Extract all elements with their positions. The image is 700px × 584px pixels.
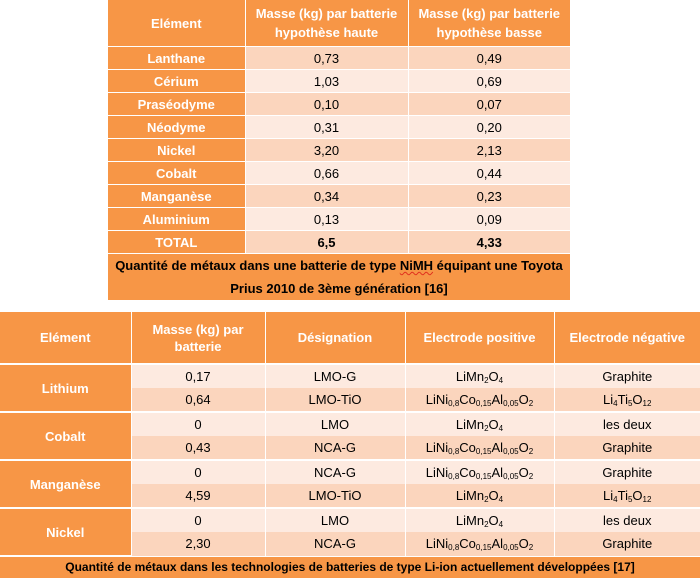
positive-electrode-cell: LiMn2O4 [405, 507, 555, 532]
designation-cell: NCA-G [265, 459, 406, 484]
mass-low-cell: 0,69 [408, 69, 570, 93]
mass-high-cell: 0,34 [245, 184, 409, 208]
mass-high-cell: 0,10 [245, 92, 409, 116]
mass-low-cell: 0,07 [408, 92, 570, 116]
table-header-row: Elément Masse (kg) par batterie Désignat… [0, 312, 700, 365]
caption-nimh-spellcheck: NiMH [399, 258, 434, 273]
mass-high-cell: 6,5 [245, 230, 409, 254]
element-label: Cobalt [0, 412, 132, 461]
element-label: Lanthane [108, 46, 246, 70]
table-row: 4,59 LMO-TiO LiMn2O4 Li4Ti5O12 [0, 484, 700, 508]
mass-high-cell: 0,13 [245, 207, 409, 231]
positive-electrode-cell: LiMn2O4 [405, 411, 555, 436]
mass-cell: 0,64 [131, 388, 266, 412]
mass-low-cell: 0,44 [408, 161, 570, 185]
table-row: Aluminium 0,13 0,09 [108, 207, 570, 231]
table-row: Nickel 3,20 2,13 [108, 138, 570, 162]
element-label: Praséodyme [108, 92, 246, 116]
positive-electrode-cell: LiNi0,8Co0,15Al0,05O2 [405, 459, 555, 484]
table-row: 0,43 NCA-G LiNi0,8Co0,15Al0,05O2 Graphite [0, 436, 700, 460]
designation-cell: LMO [265, 507, 406, 532]
table-row: Manganèse 0,34 0,23 [108, 184, 570, 208]
mass-cell: 0,17 [131, 363, 266, 388]
table-row: Lithium 0,17 LMO-G LiMn2O4 Graphite [0, 363, 700, 413]
element-label: Néodyme [108, 115, 246, 139]
mass-cell: 0 [131, 411, 266, 436]
mass-cell: 4,59 [131, 484, 266, 508]
caption-part: équipant une Toyota Prius 2010 de 3ème g… [230, 258, 563, 296]
mass-high-cell: 1,03 [245, 69, 409, 93]
table1-caption: Quantité de métaux dans une batterie de … [108, 253, 570, 300]
table-row: Manganèse 0 NCA-G LiNi0,8Co0,15Al0,05O2 Grap… [0, 459, 700, 509]
element-label: Manganèse [108, 184, 246, 208]
mass-high-cell: 0,73 [245, 46, 409, 70]
negative-electrode-cell: Li4Ti5O12 [554, 484, 700, 508]
caption-part: Quantité de métaux dans une batterie de … [115, 258, 400, 273]
mass-high-cell: 0,31 [245, 115, 409, 139]
designation-cell: LMO-TiO [265, 388, 406, 412]
mass-low-cell: 2,13 [408, 138, 570, 162]
element-label: Cérium [108, 69, 246, 93]
mass-low-cell: 0,23 [408, 184, 570, 208]
li-ion-metals-table: Elément Masse (kg) par batterie Désignat… [0, 312, 700, 578]
negative-electrode-cell: Li4Ti5O12 [554, 388, 700, 412]
designation-cell: LMO [265, 411, 406, 436]
mass-cell: 0,43 [131, 436, 266, 460]
table-row: Praséodyme 0,10 0,07 [108, 92, 570, 116]
table-row: Néodyme 0,31 0,20 [108, 115, 570, 139]
mass-high-cell: 3,20 [245, 138, 409, 162]
positive-electrode-cell: LiNi0,8Co0,15Al0,05O2 [405, 436, 555, 460]
mass-cell: 0 [131, 507, 266, 532]
table-caption-row: Quantité de métaux dans une batterie de … [108, 253, 570, 300]
negative-electrode-cell: Graphite [554, 363, 700, 388]
negative-electrode-cell: les deux [554, 411, 700, 436]
header-negative-electrode: Electrode négative [554, 312, 700, 365]
element-label: Lithium [0, 364, 132, 413]
table-row: 2,30 NCA-G LiNi0,8Co0,15Al0,05O2 Graphite [0, 532, 700, 556]
table-row: 0,64 LMO-TiO LiNi0,8Co0,15Al0,05O2 Li4Ti5O1… [0, 388, 700, 412]
nimh-metals-table: Elément Masse (kg) par batterie hypothès… [108, 0, 570, 300]
header-mass-low: Masse (kg) par batterie hypothèse basse [408, 0, 570, 47]
mass-low-cell: 0,09 [408, 207, 570, 231]
header-element: Elément [108, 0, 246, 47]
mass-cell: 0 [131, 459, 266, 484]
element-label: Nickel [0, 508, 132, 557]
negative-electrode-cell: les deux [554, 507, 700, 532]
element-label: Manganèse [0, 460, 132, 509]
header-designation: Désignation [265, 312, 406, 365]
table-caption-row: Quantité de métaux dans les technologies… [0, 555, 700, 578]
element-label: Cobalt [108, 161, 246, 185]
negative-electrode-cell: Graphite [554, 459, 700, 484]
mass-low-cell: 4,33 [408, 230, 570, 254]
table-row: Cobalt 0,66 0,44 [108, 161, 570, 185]
header-element: Elément [0, 312, 132, 365]
header-mass: Masse (kg) par batterie [131, 312, 266, 365]
mass-low-cell: 0,20 [408, 115, 570, 139]
table-row: Nickel 0 LMO LiMn2O4 les deux [0, 507, 700, 557]
negative-electrode-cell: Graphite [554, 436, 700, 460]
header-mass-high: Masse (kg) par batterie hypothèse haute [245, 0, 409, 47]
mass-cell: 2,30 [131, 532, 266, 556]
designation-cell: NCA-G [265, 532, 406, 556]
positive-electrode-cell: LiNi0,8Co0,15Al0,05O2 [405, 532, 555, 556]
positive-electrode-cell: LiMn2O4 [405, 484, 555, 508]
table-row: TOTAL 6,5 4,33 [108, 230, 570, 254]
mass-high-cell: 0,66 [245, 161, 409, 185]
designation-cell: NCA-G [265, 436, 406, 460]
negative-electrode-cell: Graphite [554, 532, 700, 556]
table-header-row: Elément Masse (kg) par batterie hypothès… [108, 0, 570, 47]
header-positive-electrode: Electrode positive [405, 312, 555, 365]
designation-cell: LMO-TiO [265, 484, 406, 508]
table-row: Lanthane 0,73 0,49 [108, 46, 570, 70]
mass-low-cell: 0,49 [408, 46, 570, 70]
designation-cell: LMO-G [265, 363, 406, 388]
element-label: Aluminium [108, 207, 246, 231]
positive-electrode-cell: LiNi0,8Co0,15Al0,05O2 [405, 388, 555, 412]
table2-caption: Quantité de métaux dans les technologies… [0, 555, 700, 578]
positive-electrode-cell: LiMn2O4 [405, 363, 555, 388]
table-row: Cérium 1,03 0,69 [108, 69, 570, 93]
element-label: Nickel [108, 138, 246, 162]
table-row: Cobalt 0 LMO LiMn2O4 les deux [0, 411, 700, 461]
element-label: TOTAL [108, 230, 246, 254]
